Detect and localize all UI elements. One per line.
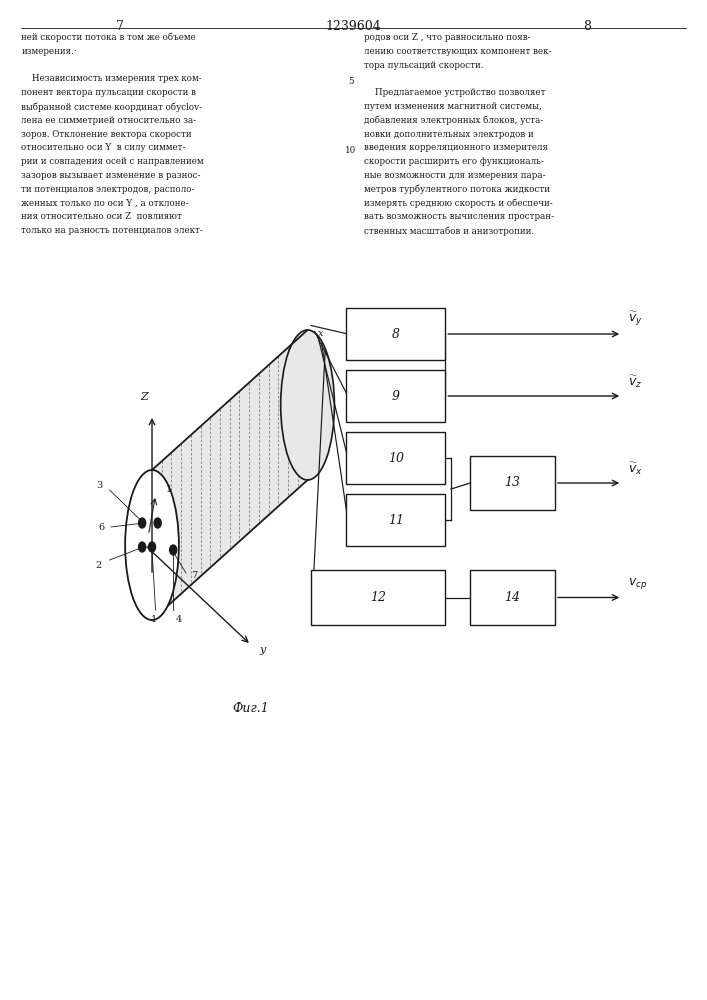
- Text: измерять среднюю скорость и обеспечи-: измерять среднюю скорость и обеспечи-: [364, 199, 553, 208]
- Circle shape: [139, 542, 146, 552]
- Text: скорости расширить его функциональ-: скорости расширить его функциональ-: [364, 157, 544, 166]
- Text: введения корреляционного измерителя: введения корреляционного измерителя: [364, 143, 548, 152]
- Text: добавления электронных блоков, уста-: добавления электронных блоков, уста-: [364, 116, 544, 125]
- Text: $\widetilde{v}_y$: $\widetilde{v}_y$: [628, 310, 643, 328]
- Text: Фиг.1: Фиг.1: [233, 702, 269, 715]
- Text: $\widetilde{v}_x$: $\widetilde{v}_x$: [628, 461, 643, 477]
- Ellipse shape: [281, 330, 334, 480]
- Bar: [470, 456, 555, 510]
- Text: x: x: [317, 329, 323, 338]
- Text: 1: 1: [166, 486, 173, 494]
- Text: понент вектора пульсации скорости в: понент вектора пульсации скорости в: [21, 88, 197, 97]
- Text: измерения.·: измерения.·: [21, 47, 77, 56]
- Text: 13: 13: [505, 477, 520, 489]
- Bar: [346, 494, 445, 546]
- Circle shape: [148, 542, 156, 552]
- Text: зоров. Отклонение вектора скорости: зоров. Отклонение вектора скорости: [21, 130, 192, 139]
- Text: ственных масштабов и анизотропии.: ственных масштабов и анизотропии.: [364, 226, 534, 236]
- Text: Предлагаемое устройство позволяет: Предлагаемое устройство позволяет: [364, 88, 546, 97]
- Text: 11: 11: [388, 514, 404, 526]
- Text: Независимость измерения трех ком-: Независимость измерения трех ком-: [21, 74, 202, 83]
- Text: 8: 8: [583, 20, 591, 33]
- Text: выбранной системе координат обусlov-: выбранной системе координат обусlov-: [21, 102, 202, 112]
- Circle shape: [139, 518, 146, 528]
- Circle shape: [170, 545, 177, 555]
- Text: рии и совпадения осей с направлением: рии и совпадения осей с направлением: [21, 157, 204, 166]
- Text: 1: 1: [151, 615, 157, 624]
- Text: 7: 7: [192, 570, 197, 579]
- Text: 12: 12: [370, 591, 386, 604]
- Text: путем изменения магнитной системы,: путем изменения магнитной системы,: [364, 102, 542, 111]
- Text: родов оси Z , что равносильно появ-: родов оси Z , что равносильно появ-: [364, 33, 531, 42]
- Text: метров турбулентного потока жидкости: метров турбулентного потока жидкости: [364, 185, 550, 194]
- Text: $v_{cp}$: $v_{cp}$: [628, 576, 647, 591]
- Bar: [470, 570, 555, 625]
- Text: лена ее симметрией относительно за-: лена ее симметрией относительно за-: [21, 116, 197, 125]
- Text: зазоров вызывает изменение в разнос-: зазоров вызывает изменение в разнос-: [21, 171, 201, 180]
- Text: ния относительно оси Z  повлияют: ния относительно оси Z повлияют: [21, 212, 182, 221]
- Text: 3: 3: [96, 481, 102, 489]
- Text: y: y: [259, 645, 266, 655]
- Polygon shape: [152, 330, 308, 620]
- Text: тора пульсаций скорости.: тора пульсаций скорости.: [364, 61, 484, 70]
- Text: вать возможность вычисления простран-: вать возможность вычисления простран-: [364, 212, 554, 221]
- Bar: [346, 432, 445, 484]
- Text: относительно оси Y  в силу симмет-: относительно оси Y в силу симмет-: [21, 143, 186, 152]
- Text: лению соответствующих компонент век-: лению соответствующих компонент век-: [364, 47, 551, 56]
- Text: 5: 5: [348, 77, 354, 86]
- Text: ней скорости потока в том же объеме: ней скорости потока в том же объеме: [21, 33, 196, 42]
- Text: 7: 7: [116, 20, 124, 33]
- Bar: [346, 370, 445, 422]
- Text: 4: 4: [176, 615, 182, 624]
- Text: женных только по оси Y , а отклоне-: женных только по оси Y , а отклоне-: [21, 199, 189, 208]
- Text: 10: 10: [388, 452, 404, 464]
- Text: 6: 6: [98, 522, 104, 531]
- Text: ти потенциалов электродов, располо-: ти потенциалов электродов, располо-: [21, 185, 194, 194]
- Text: 8: 8: [392, 328, 400, 340]
- Text: только на разность потенциалов элект-: только на разность потенциалов элект-: [21, 226, 203, 235]
- Text: ные возможности для измерения пара-: ные возможности для измерения пара-: [364, 171, 546, 180]
- Text: $\widetilde{v}_z$: $\widetilde{v}_z$: [628, 374, 642, 390]
- Text: Z: Z: [141, 392, 148, 402]
- Text: 2: 2: [96, 560, 102, 570]
- Bar: [346, 308, 445, 360]
- Text: новки дополнительных электродов и: новки дополнительных электродов и: [364, 130, 534, 139]
- Bar: [311, 570, 445, 625]
- Ellipse shape: [125, 470, 179, 620]
- Text: 1239604: 1239604: [326, 20, 381, 33]
- Circle shape: [154, 518, 161, 528]
- Text: 14: 14: [505, 591, 520, 604]
- Text: 10: 10: [345, 146, 356, 155]
- Text: 9: 9: [392, 389, 400, 402]
